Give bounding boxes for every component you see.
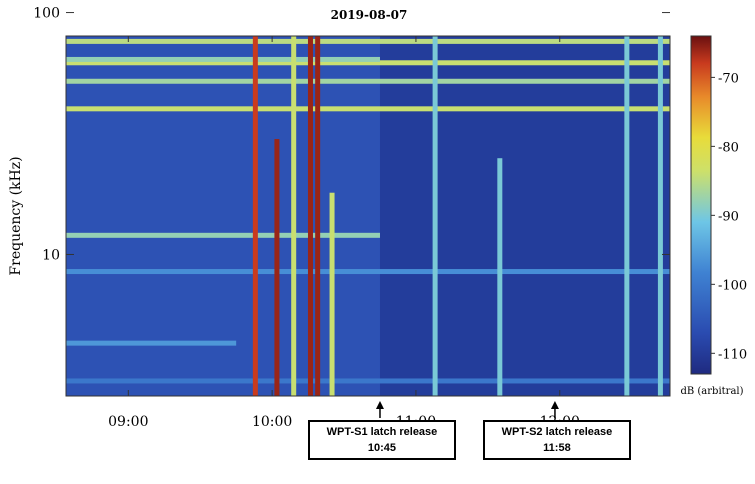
annotation-arrows xyxy=(375,401,559,418)
y-axis: 10 100 xyxy=(33,6,670,263)
quiet-region-after-latch xyxy=(379,36,670,396)
plot-area xyxy=(66,23,670,396)
vertical-burst xyxy=(315,36,321,396)
vertical-burst xyxy=(624,36,630,396)
horizontal-line xyxy=(66,60,670,66)
colorbar: -70 -80 -90 -100 -110 xyxy=(690,35,747,375)
horizontal-line xyxy=(66,78,670,84)
y-axis-label: Frequency (kHz) xyxy=(8,156,24,275)
plot-frame xyxy=(65,35,671,397)
annotation-label: WPT-S1 latch release xyxy=(326,426,438,438)
annotation-box: WPT-S2 latch release 11:58 xyxy=(482,420,631,460)
x-tick-label: 09:00 xyxy=(108,414,148,430)
y-tick-label: 100 xyxy=(33,6,60,22)
colorbar-tick-label: -80 xyxy=(718,140,739,155)
annotation-label: WPT-S2 latch release xyxy=(501,426,613,438)
horizontal-line xyxy=(66,23,670,28)
annotation-arrow-head xyxy=(375,401,384,409)
vertical-burst xyxy=(432,36,438,396)
annotation-box: WPT-S1 latch release 10:45 xyxy=(307,420,456,460)
chart-title: 2019-08-07 xyxy=(331,8,408,22)
horizontal-line xyxy=(66,340,237,346)
horizontal-line xyxy=(66,232,380,238)
vertical-burst xyxy=(274,139,280,396)
horizontal-line xyxy=(66,56,380,62)
annotation-time: 11:58 xyxy=(543,442,571,454)
vertical-bursts xyxy=(252,36,663,396)
vertical-burst xyxy=(252,36,258,396)
horizontal-line xyxy=(66,106,670,112)
horizontal-line xyxy=(66,378,670,384)
colorbar-gradient xyxy=(690,35,712,375)
vertical-burst xyxy=(657,36,663,396)
vertical-burst xyxy=(329,192,335,396)
vertical-burst xyxy=(307,36,313,396)
x-tick-label: 10:00 xyxy=(252,414,292,430)
annotation-time: 10:45 xyxy=(367,442,397,454)
colorbar-ticks: -70 -80 -90 -100 -110 xyxy=(711,71,747,362)
colorbar-tick-label: -110 xyxy=(718,347,747,362)
annotation-arrow-head xyxy=(550,401,559,409)
vertical-burst xyxy=(497,158,503,396)
colorbar-tick-label: -70 xyxy=(718,71,739,86)
vertical-burst xyxy=(291,36,297,396)
horizontal-lines xyxy=(66,23,670,384)
horizontal-line xyxy=(66,38,670,44)
colorbar-tick-label: -90 xyxy=(718,209,739,224)
y-tick-label: 10 xyxy=(42,247,60,263)
horizontal-line xyxy=(66,269,670,275)
colorbar-tick-label: -100 xyxy=(718,278,747,293)
colorbar-label: dB (arbitral) xyxy=(680,386,743,397)
